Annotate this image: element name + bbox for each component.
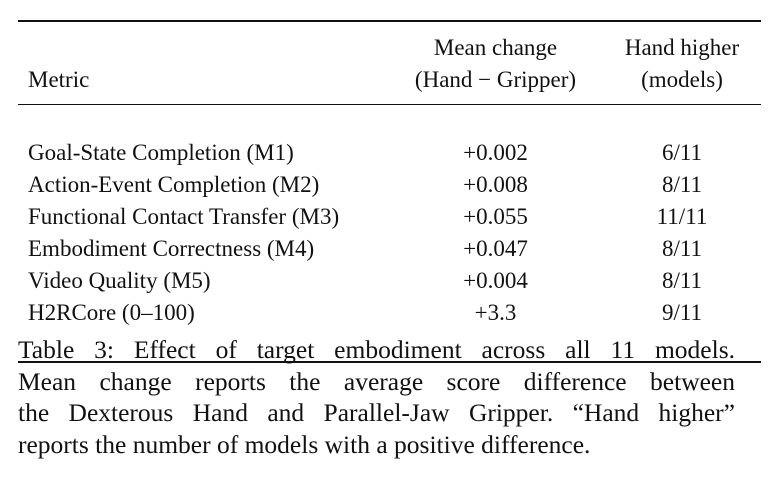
header-mean-change-line2: (Hand − Gripper) bbox=[414, 67, 577, 92]
caption-line: the Dexterous Hand and Parallel-Jaw Grip… bbox=[18, 398, 735, 427]
row-hand-higher: 8/11 bbox=[661, 172, 703, 197]
results-table-body: Goal-State Completion (M1) +0.002 6/11 A… bbox=[18, 105, 761, 361]
header-hand-higher-line1: Hand higher bbox=[624, 35, 740, 60]
top-rule bbox=[18, 20, 761, 22]
table-row: H2RCore (0–100) +3.3 9/11 bbox=[18, 297, 761, 329]
row-mean-change: +0.004 bbox=[463, 268, 528, 293]
row-metric: Functional Contact Transfer (M3) bbox=[28, 204, 340, 229]
row-hand-higher: 11/11 bbox=[656, 204, 708, 229]
row-hand-higher: 8/11 bbox=[661, 268, 703, 293]
row-mean-change: +0.047 bbox=[463, 236, 528, 261]
row-mean-change: +0.002 bbox=[463, 140, 528, 165]
table-header: Mean change Hand higher Metric (Hand − G… bbox=[18, 22, 761, 104]
row-mean-change: +0.055 bbox=[463, 204, 528, 229]
row-metric: Embodiment Correctness (M4) bbox=[28, 236, 315, 261]
bottom-rule bbox=[18, 361, 761, 363]
table-row: Action-Event Completion (M2) +0.008 8/11 bbox=[18, 169, 761, 201]
row-hand-higher: 8/11 bbox=[661, 236, 703, 261]
caption-line: Mean change reports the average score di… bbox=[18, 366, 735, 396]
table-row: Video Quality (M5) +0.004 8/11 bbox=[18, 265, 761, 297]
table-row: Goal-State Completion (M1) +0.002 6/11 bbox=[18, 137, 761, 169]
table-row: Functional Contact Transfer (M3) +0.055 … bbox=[18, 201, 761, 233]
caption-line: reports the number of models with a posi… bbox=[18, 429, 591, 459]
table-body: Goal-State Completion (M1) +0.002 6/11 A… bbox=[18, 105, 761, 361]
results-table: Mean change Hand higher Metric (Hand − G… bbox=[18, 22, 761, 104]
mid-rule bbox=[18, 104, 761, 105]
header-metric: Metric bbox=[28, 67, 90, 92]
row-hand-higher: 9/11 bbox=[661, 300, 703, 325]
table-row: Embodiment Correctness (M4) +0.047 8/11 bbox=[18, 233, 761, 265]
row-metric: Video Quality (M5) bbox=[28, 268, 211, 293]
results-table-container: Mean change Hand higher Metric (Hand − G… bbox=[18, 20, 761, 363]
header-metric-spacer bbox=[18, 32, 388, 64]
row-mean-change: +3.3 bbox=[474, 300, 517, 325]
header-mean-change-line1: Mean change bbox=[433, 35, 558, 60]
row-mean-change: +0.008 bbox=[463, 172, 528, 197]
row-metric: H2RCore (0–100) bbox=[28, 300, 195, 325]
table-caption: Table 3: Effect of target embodiment acr… bbox=[18, 334, 735, 460]
header-hand-higher-line2: (models) bbox=[641, 67, 723, 92]
row-metric: Goal-State Completion (M1) bbox=[28, 140, 294, 165]
row-hand-higher: 6/11 bbox=[661, 140, 703, 165]
caption-line: Table 3: Effect of target embodiment acr… bbox=[18, 335, 735, 364]
row-metric: Action-Event Completion (M2) bbox=[28, 172, 320, 197]
